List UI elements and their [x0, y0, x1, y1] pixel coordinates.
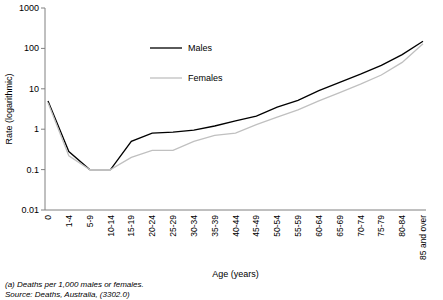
legend-swatch: [150, 77, 182, 78]
y-axis-title: Rate (logarithmic): [4, 73, 14, 144]
series-line: [48, 44, 423, 170]
y-tick: [41, 48, 45, 49]
y-tick: [41, 129, 45, 130]
y-axis: [45, 8, 46, 210]
x-tick-label: 65-69: [335, 215, 345, 237]
x-tick-label: 15-19: [126, 215, 136, 237]
x-tick-label: 75-79: [376, 215, 386, 237]
x-tick-label: 45-49: [251, 215, 261, 237]
x-tick-label: 55-59: [293, 215, 303, 237]
x-tick-label: 80-84: [397, 215, 407, 237]
x-tick-label: 10-14: [106, 215, 116, 237]
y-tick: [41, 169, 45, 170]
y-tick: [41, 88, 45, 89]
x-tick-label: 35-39: [210, 215, 220, 237]
x-tick-label: 0: [43, 215, 53, 220]
y-tick: [41, 210, 45, 211]
legend-label: Males: [188, 43, 213, 53]
x-tick-label: 1-4: [64, 215, 74, 228]
legend-label: Females: [188, 73, 223, 83]
x-tick-label: 40-44: [231, 215, 241, 237]
y-tick: [41, 8, 45, 9]
x-tick-label: 20-24: [147, 215, 157, 237]
x-axis: [45, 210, 426, 211]
y-tick-label: 0.01: [21, 205, 39, 215]
y-tick-label: 1000: [19, 3, 39, 13]
y-tick-label: 100: [24, 43, 39, 53]
footnote: Source: Deaths, Australia, (3302.0): [5, 290, 130, 299]
footnote: (a) Deaths per 1,000 males or females.: [5, 280, 144, 289]
x-tick-label: 25-29: [168, 215, 178, 237]
x-tick-label: 60-64: [314, 215, 324, 237]
x-tick-label: 70-74: [356, 215, 366, 237]
plot-area: [48, 41, 423, 169]
y-tick-label: 0.1: [26, 165, 39, 175]
x-tick-label: 5-9: [85, 215, 95, 228]
x-tick-label: 50-54: [272, 215, 282, 237]
x-axis-title: Age (years): [212, 269, 259, 279]
legend-swatch: [150, 47, 182, 48]
y-tick-label: 1: [34, 124, 39, 134]
y-tick-label: 10: [29, 84, 39, 94]
x-tick-label: 85 and over: [418, 215, 428, 260]
x-tick-label: 30-34: [189, 215, 199, 237]
chart: 0.01 0.1 1 10 100 1000 0 1-4 5-9 10-14 15-19 20-24 2…: [0, 0, 443, 300]
series-line: [48, 41, 423, 169]
